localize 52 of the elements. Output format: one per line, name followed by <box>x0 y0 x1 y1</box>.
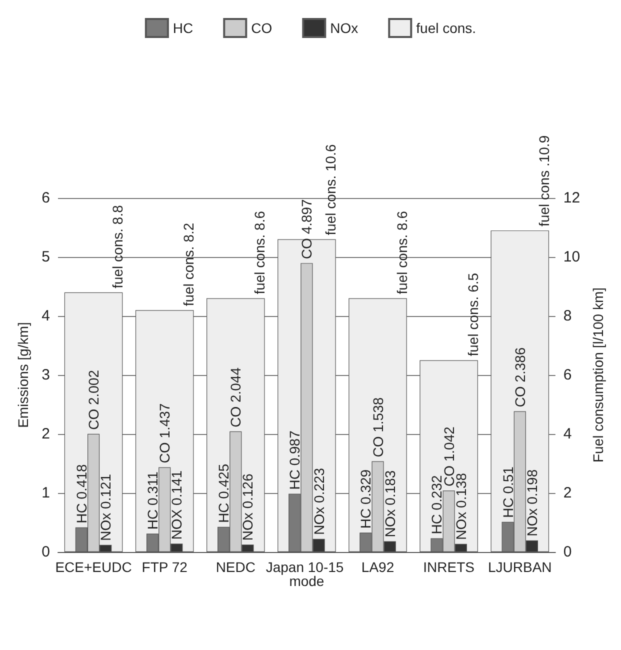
y-tick-label: 0 <box>42 544 50 560</box>
y2-tick-label: 10 <box>563 248 580 266</box>
data-label: HC 0.51 <box>500 466 516 518</box>
data-label: NOx 0.183 <box>382 470 398 538</box>
y2-tick-label: 8 <box>563 308 572 324</box>
x-tick-label: Japan 10-15 mode <box>266 559 348 589</box>
y-tick-label: 2 <box>42 426 50 442</box>
data-label: HC 0.418 <box>73 464 90 524</box>
legend-label: HC <box>172 20 194 36</box>
y2-tick-label: 0 <box>563 544 572 560</box>
data-label: HC 0.987 <box>286 430 303 490</box>
data-label: CO 2.044 <box>228 367 244 428</box>
y2-tick-label: 6 <box>563 366 572 384</box>
data-label: fuel cons .10.9 <box>536 135 552 226</box>
y2-tick-label: 4 <box>563 426 572 442</box>
data-label: NOx 0.126 <box>240 473 256 541</box>
data-label: HC 0.425 <box>216 464 232 523</box>
y-tick-label: 1 <box>42 484 50 502</box>
data-label: NOx 0.198 <box>524 469 540 536</box>
y2-tick-label: 12 <box>563 190 580 206</box>
x-tick-label: FTP 72 <box>142 559 188 575</box>
data-label: CO 1.538 <box>370 397 386 458</box>
y-tick-label: 3 <box>42 366 50 384</box>
data-label: NOX 0.141 <box>168 470 185 540</box>
data-label: CO 2.002 <box>86 370 102 430</box>
x-tick-label: LA92 <box>361 559 394 575</box>
data-label: fuel cons. 10.6 <box>322 144 339 236</box>
data-label: NOx 0.121 <box>98 474 114 541</box>
data-label: NOx 0.223 <box>310 468 327 535</box>
data-label: fuel cons. 6.5 <box>464 272 481 356</box>
data-label: fuel cons. 8.2 <box>180 222 197 306</box>
x-tick-label: INRETS <box>423 559 474 575</box>
data-label: HC 0.311 <box>144 471 161 530</box>
y2-tick-label: 2 <box>563 484 572 502</box>
data-label: fuel cons. 8.8 <box>110 204 126 288</box>
y-tick-label: 5 <box>42 248 50 266</box>
x-tick-label: NEDC <box>216 559 256 575</box>
legend-label: CO <box>251 20 272 36</box>
data-label: CO 1.437 <box>156 403 173 464</box>
y-axis-title: Emissions [g/km] <box>15 322 31 428</box>
data-label: CO 2.386 <box>512 347 528 408</box>
legend-label: fuel cons. <box>416 20 476 36</box>
legend-label: NOx <box>330 20 358 36</box>
data-label: HC 0.329 <box>358 469 374 529</box>
x-tick-label: ECE+EUDC <box>55 559 132 575</box>
y2-axis-title: Fuel consumption [l/100 km] <box>590 287 606 463</box>
x-tick-label: LJURBAN <box>488 559 552 575</box>
data-label: CO 4.897 <box>298 198 315 260</box>
y-tick-label: 6 <box>42 190 50 206</box>
data-label: fuel cons. 8.6 <box>394 210 410 294</box>
y-tick-label: 4 <box>42 308 50 324</box>
data-label: fuel cons. 8.6 <box>252 210 268 294</box>
